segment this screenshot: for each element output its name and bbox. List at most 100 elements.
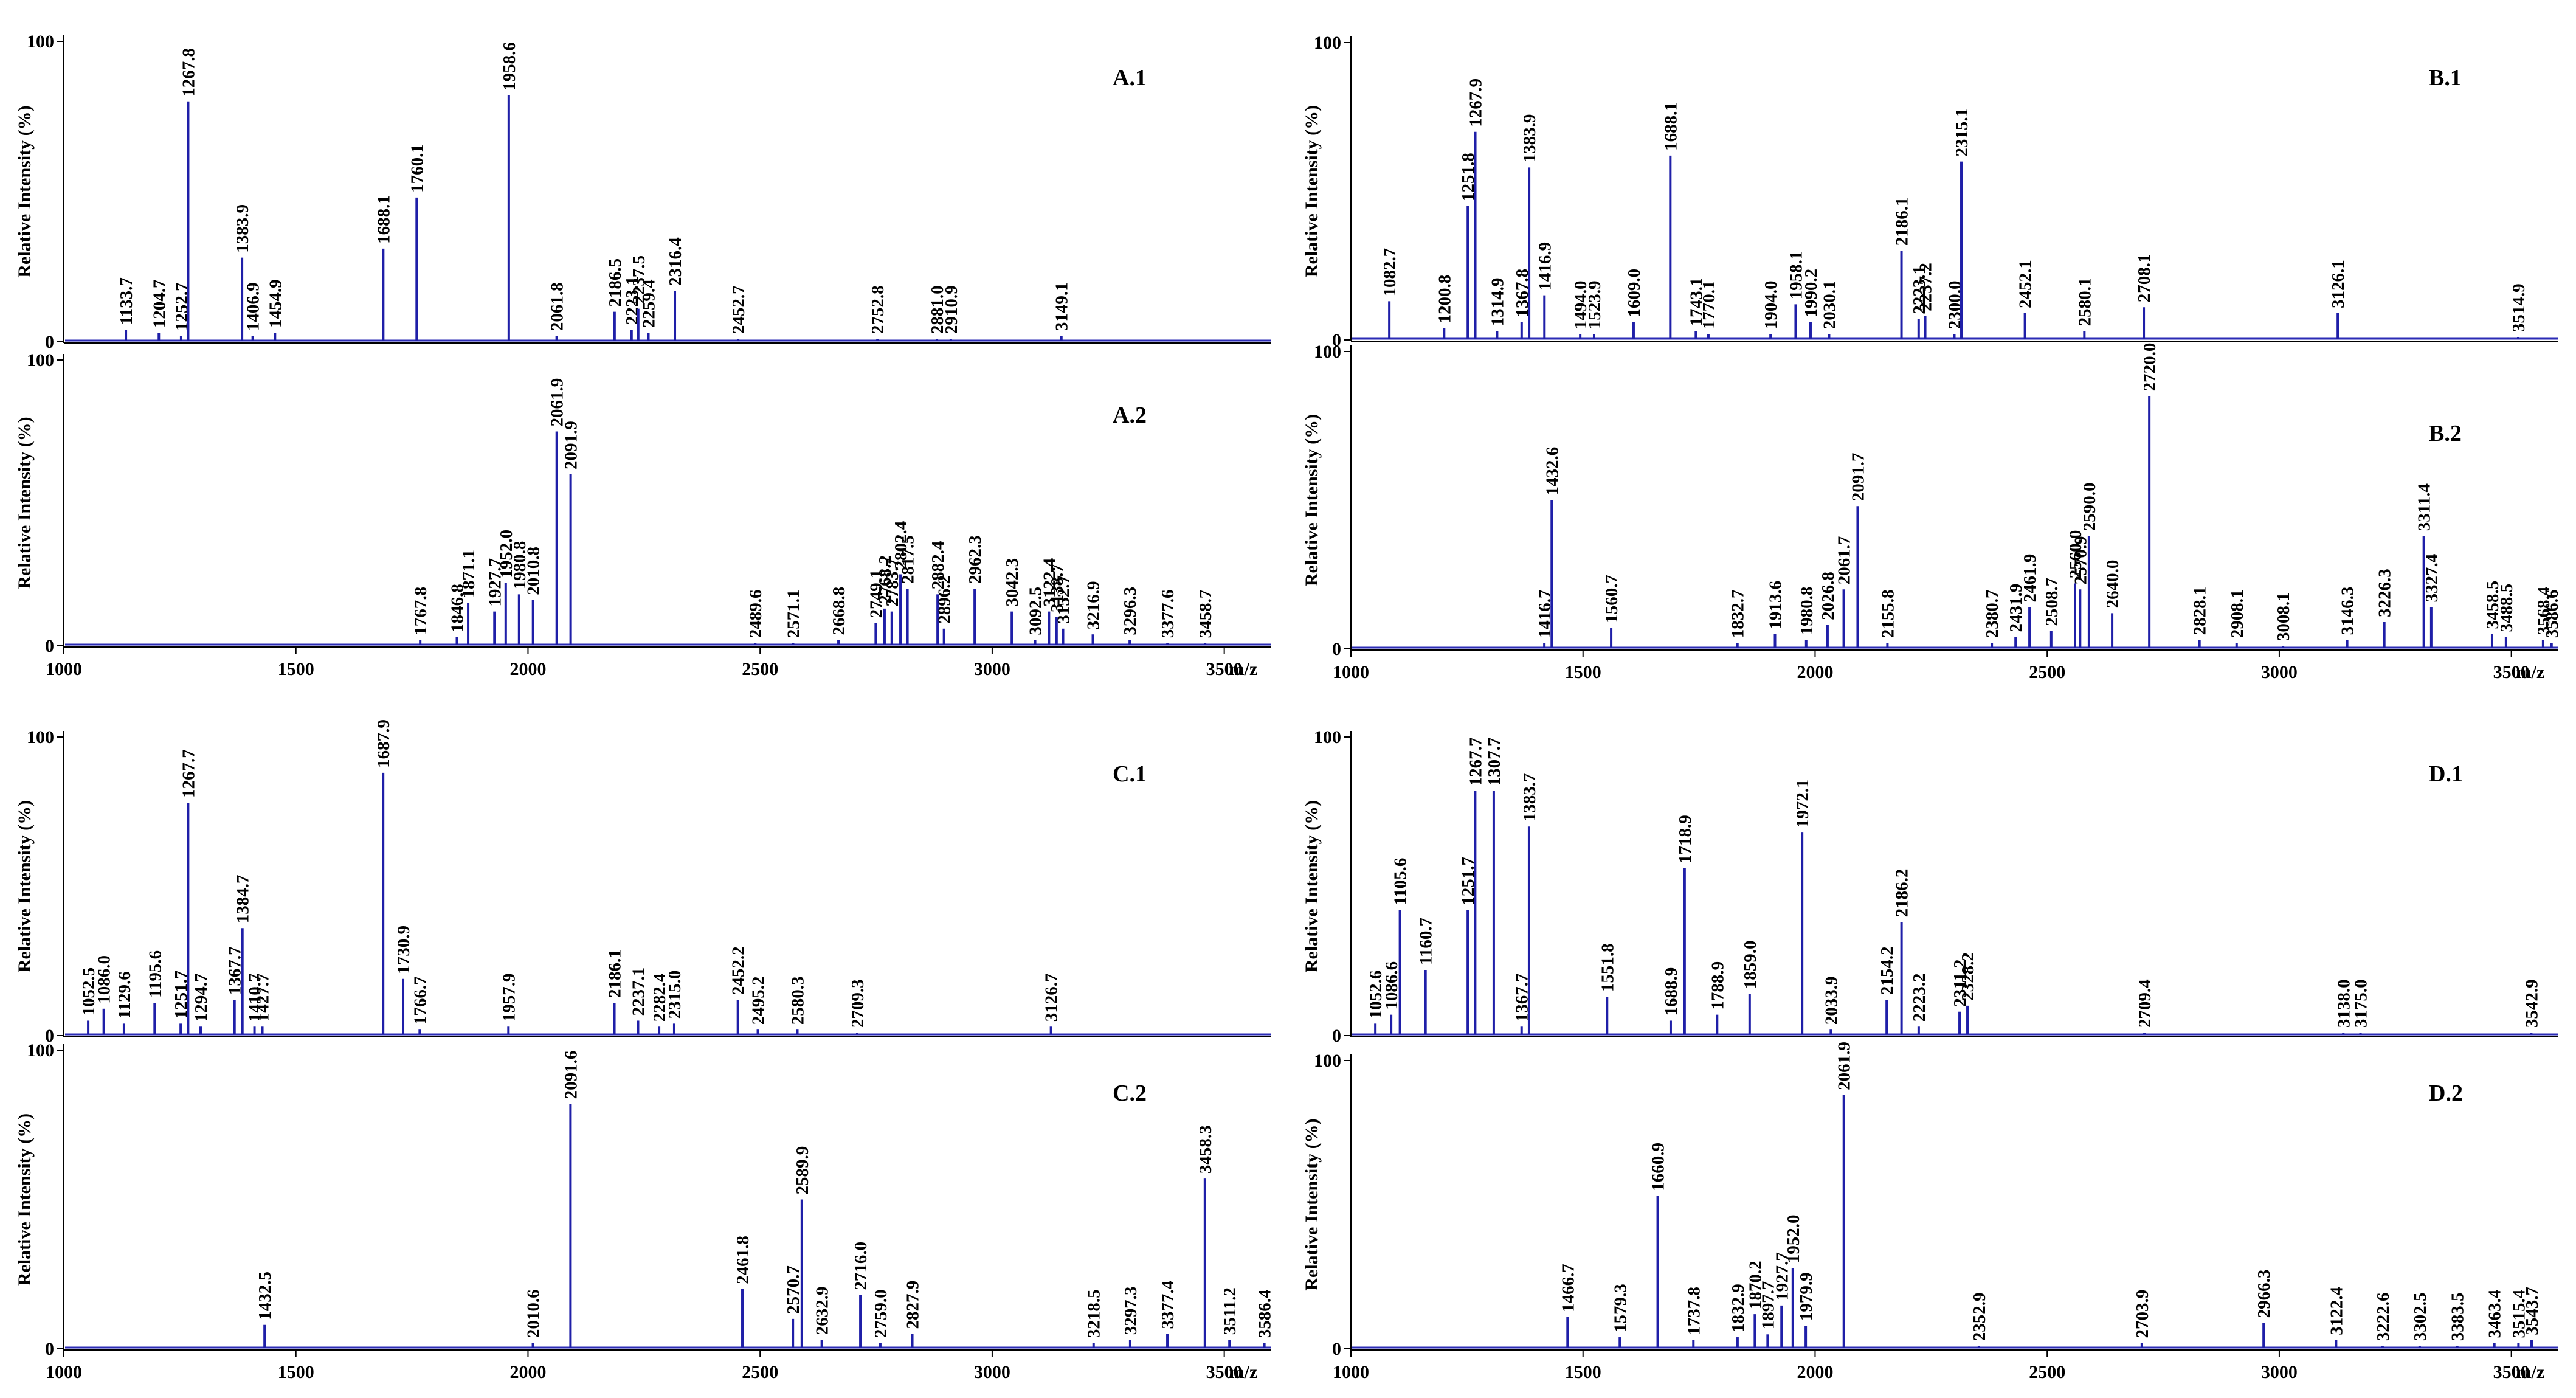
peak-label: 2802.4 xyxy=(891,521,911,570)
peak-label: 2237.2 xyxy=(1916,263,1936,311)
peak-label: 3222.6 xyxy=(2374,1293,2393,1341)
peak-label: 3122.4 xyxy=(1040,558,1059,607)
peak-label: 3042.3 xyxy=(1003,558,1022,607)
spectrum-panel-b-2: 0 100 Relative Intensity (%) 1000 1500 2000 25… xyxy=(1302,342,2562,682)
peak-label: 1846.8 xyxy=(447,584,467,632)
peak-label: 1267.7 xyxy=(179,749,198,798)
peak-label: 1870.2 xyxy=(1746,1261,1765,1309)
peak-label: 1406.9 xyxy=(244,282,263,331)
peak-label: 2709.3 xyxy=(848,979,868,1028)
x-tick-label: 2000 xyxy=(509,1362,546,1382)
peak-label: 1957.9 xyxy=(499,974,519,1022)
peak-label: 1105.6 xyxy=(1391,858,1411,905)
x-tick-label: 1500 xyxy=(278,1362,314,1382)
y-tick-label: 100 xyxy=(27,350,54,370)
peak-label: 2316.4 xyxy=(666,237,685,286)
peak-label: 2461.9 xyxy=(2020,554,2040,603)
peak-label: 3122.4 xyxy=(2327,1287,2346,1335)
peak-label: 2237.1 xyxy=(629,967,648,1016)
panel-label: C.2 xyxy=(1113,1081,1147,1106)
peak-label: 3296.3 xyxy=(1121,587,1140,635)
x-tick-label: 1000 xyxy=(46,1362,82,1382)
peak-label: 1307.7 xyxy=(1485,738,1504,786)
peak-label: 1730.9 xyxy=(394,926,413,974)
peak-label: 2570.9 xyxy=(2071,536,2090,584)
peak-label: 1927.7 xyxy=(485,558,505,607)
peak-label: 1560.7 xyxy=(1602,575,1621,623)
y-axis-title: Relative Intensity (%) xyxy=(1302,1118,1322,1290)
peak-label: 3586.4 xyxy=(1255,1289,1275,1338)
peak-label: 3458.3 xyxy=(1196,1125,1215,1174)
spectrum-panel-d-1: 0 100 Relative Intensity (%) D.1 1052.61086.… xyxy=(1302,727,2558,1046)
x-tick-label: 2500 xyxy=(2029,1362,2065,1382)
peak-label: 1980.8 xyxy=(1797,587,1817,635)
x-tick-label: 1500 xyxy=(1565,662,1601,682)
peak-label: 2962.3 xyxy=(965,535,985,584)
peak-label: 1294.7 xyxy=(192,974,211,1022)
y-axis-title: Relative Intensity (%) xyxy=(1302,414,1322,586)
peak-label: 2495.2 xyxy=(749,976,768,1025)
peak-label: 2452.7 xyxy=(729,285,748,334)
peak-label: 1383.9 xyxy=(233,204,252,253)
y-tick-label: 100 xyxy=(27,727,54,747)
peak-label: 1466.7 xyxy=(1558,1264,1578,1312)
peak-label: 3126.7 xyxy=(1042,974,1062,1022)
peak-label: 2703.9 xyxy=(2133,1290,2152,1338)
peak-label: 2749.1 xyxy=(866,570,886,618)
peak-label: 2580.1 xyxy=(2075,278,2094,327)
peak-label: 3297.3 xyxy=(1121,1287,1141,1335)
peak-label: 1980.8 xyxy=(510,541,530,590)
peak-label: 1832.7 xyxy=(1728,589,1748,638)
peak-label: 2186.1 xyxy=(606,949,625,998)
peak-label: 2352.9 xyxy=(1970,1293,1989,1341)
peak-label: 2186.5 xyxy=(606,258,625,307)
peak-label: 1766.7 xyxy=(410,976,430,1025)
peak-label: 1688.1 xyxy=(374,195,393,244)
peak-label: 2061.7 xyxy=(1835,536,1854,584)
peak-label: 2908.1 xyxy=(2228,589,2247,638)
peak-label: 1384.7 xyxy=(233,874,253,923)
peak-label: 2910.9 xyxy=(942,285,961,334)
peak-label: 2881.0 xyxy=(928,285,947,334)
peak-label: 1432.5 xyxy=(255,1272,275,1320)
peak-label: 2186.1 xyxy=(1893,198,1912,246)
panel-label: D.2 xyxy=(2429,1081,2463,1106)
panel-label: D.1 xyxy=(2429,761,2463,787)
peak-label: 2708.1 xyxy=(2135,254,2154,302)
peak-label: 1990.2 xyxy=(1801,269,1821,317)
x-axis-title: m/z xyxy=(2516,662,2545,682)
peak-label: 2380.7 xyxy=(1983,589,2002,638)
peak-label: 3152.7 xyxy=(1054,575,1074,624)
peak-label: 2817.5 xyxy=(899,535,918,584)
peak-label: 1133.7 xyxy=(117,277,136,325)
peak-label: 2783.7 xyxy=(883,558,902,607)
peak-label: 1086.0 xyxy=(95,955,114,1004)
spectrum-panel-b-1: 0 100 Relative Intensity (%) B.1 1082.7 1200.… xyxy=(1302,33,2558,350)
peak-label: 1609.0 xyxy=(1625,269,1644,317)
peak-label: 1972.1 xyxy=(1793,779,1812,828)
peak-label: 1688.1 xyxy=(1661,102,1680,151)
peak-label: 2033.9 xyxy=(1822,976,1841,1025)
x-tick-label: 2000 xyxy=(1797,1362,1833,1382)
peak-label: 2026.8 xyxy=(1818,572,1838,620)
y-tick-label: 100 xyxy=(1314,342,1341,362)
panel-label: B.2 xyxy=(2429,421,2462,446)
peak-label: 2632.9 xyxy=(813,1287,832,1335)
peak-label: 2061.9 xyxy=(548,378,567,427)
peak-label: 1958.1 xyxy=(1786,251,1806,300)
x-tick-label: 1000 xyxy=(1333,662,1369,682)
peak-label: 3311.4 xyxy=(2415,483,2434,531)
peak-label: 1979.9 xyxy=(1797,1272,1816,1321)
y-tick-label: 0 xyxy=(1332,1339,1341,1359)
peak-label: 2759.0 xyxy=(871,1289,891,1338)
peak-label: 2010.6 xyxy=(524,1289,544,1338)
peak-label: 1579.3 xyxy=(1611,1284,1630,1332)
peak-label: 2489.6 xyxy=(746,590,765,638)
peak-label: 1660.9 xyxy=(1649,1143,1668,1191)
y-tick-label: 0 xyxy=(45,636,54,656)
x-tick-label: 3000 xyxy=(974,659,1010,679)
y-tick-label: 0 xyxy=(1332,639,1341,659)
peak-label: 3216.9 xyxy=(1084,581,1103,629)
peak-label: 1927.7 xyxy=(1772,1252,1792,1301)
